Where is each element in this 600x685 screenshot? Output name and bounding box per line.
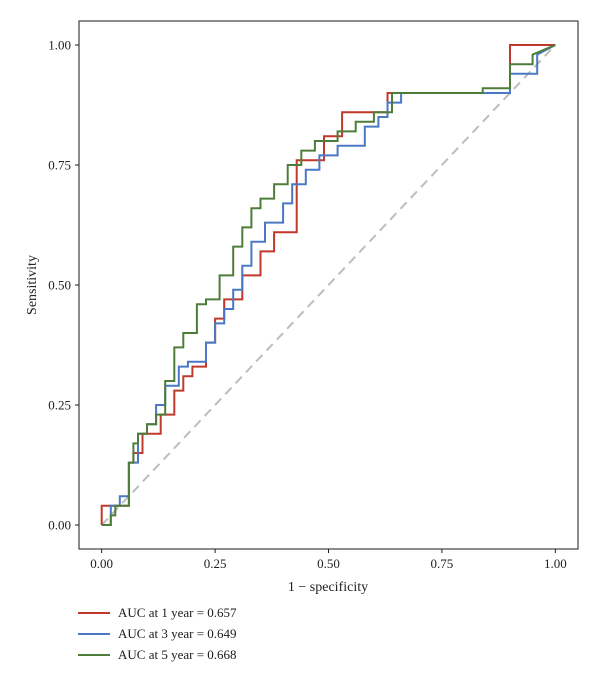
x-tick-label: 0.00 (90, 556, 113, 571)
legend: AUC at 1 year = 0.657 AUC at 3 year = 0.6… (78, 602, 237, 665)
legend-label: AUC at 5 year = 0.668 (118, 646, 237, 662)
y-tick-label: 0.50 (48, 278, 71, 293)
legend-swatch (78, 653, 110, 656)
x-axis-title: 1 − specificity (288, 580, 368, 595)
y-axis-title: Sensitivity (25, 255, 40, 315)
x-tick-label: 1.00 (544, 556, 567, 571)
legend-item-2: AUC at 3 year = 0.649 (78, 623, 237, 644)
y-tick-label: 0.00 (48, 518, 71, 533)
reference-diagonal (100, 44, 557, 526)
legend-label: AUC at 3 year = 0.649 (118, 625, 237, 641)
legend-swatch (78, 632, 110, 635)
x-tick-label: 0.50 (317, 556, 340, 571)
roc-chart: 0.00 0.25 0.50 0.75 1.00 0.00 0.25 0.50 0.75 1.00… (25, 20, 579, 595)
roc-curve-3 (101, 44, 556, 526)
y-tick-label: 1.00 (48, 38, 71, 53)
x-tick-label: 0.75 (431, 556, 454, 571)
legend-swatch (78, 611, 110, 614)
legend-item-3: AUC at 5 year = 0.668 (78, 644, 237, 665)
roc-curve-1 (100, 44, 556, 525)
x-tick-label: 0.25 (204, 556, 227, 571)
legend-label: AUC at 1 year = 0.657 (118, 604, 237, 620)
legend-item-1: AUC at 1 year = 0.657 (78, 602, 237, 623)
y-tick-label: 0.75 (48, 158, 71, 173)
y-tick-label: 0.25 (48, 398, 71, 413)
